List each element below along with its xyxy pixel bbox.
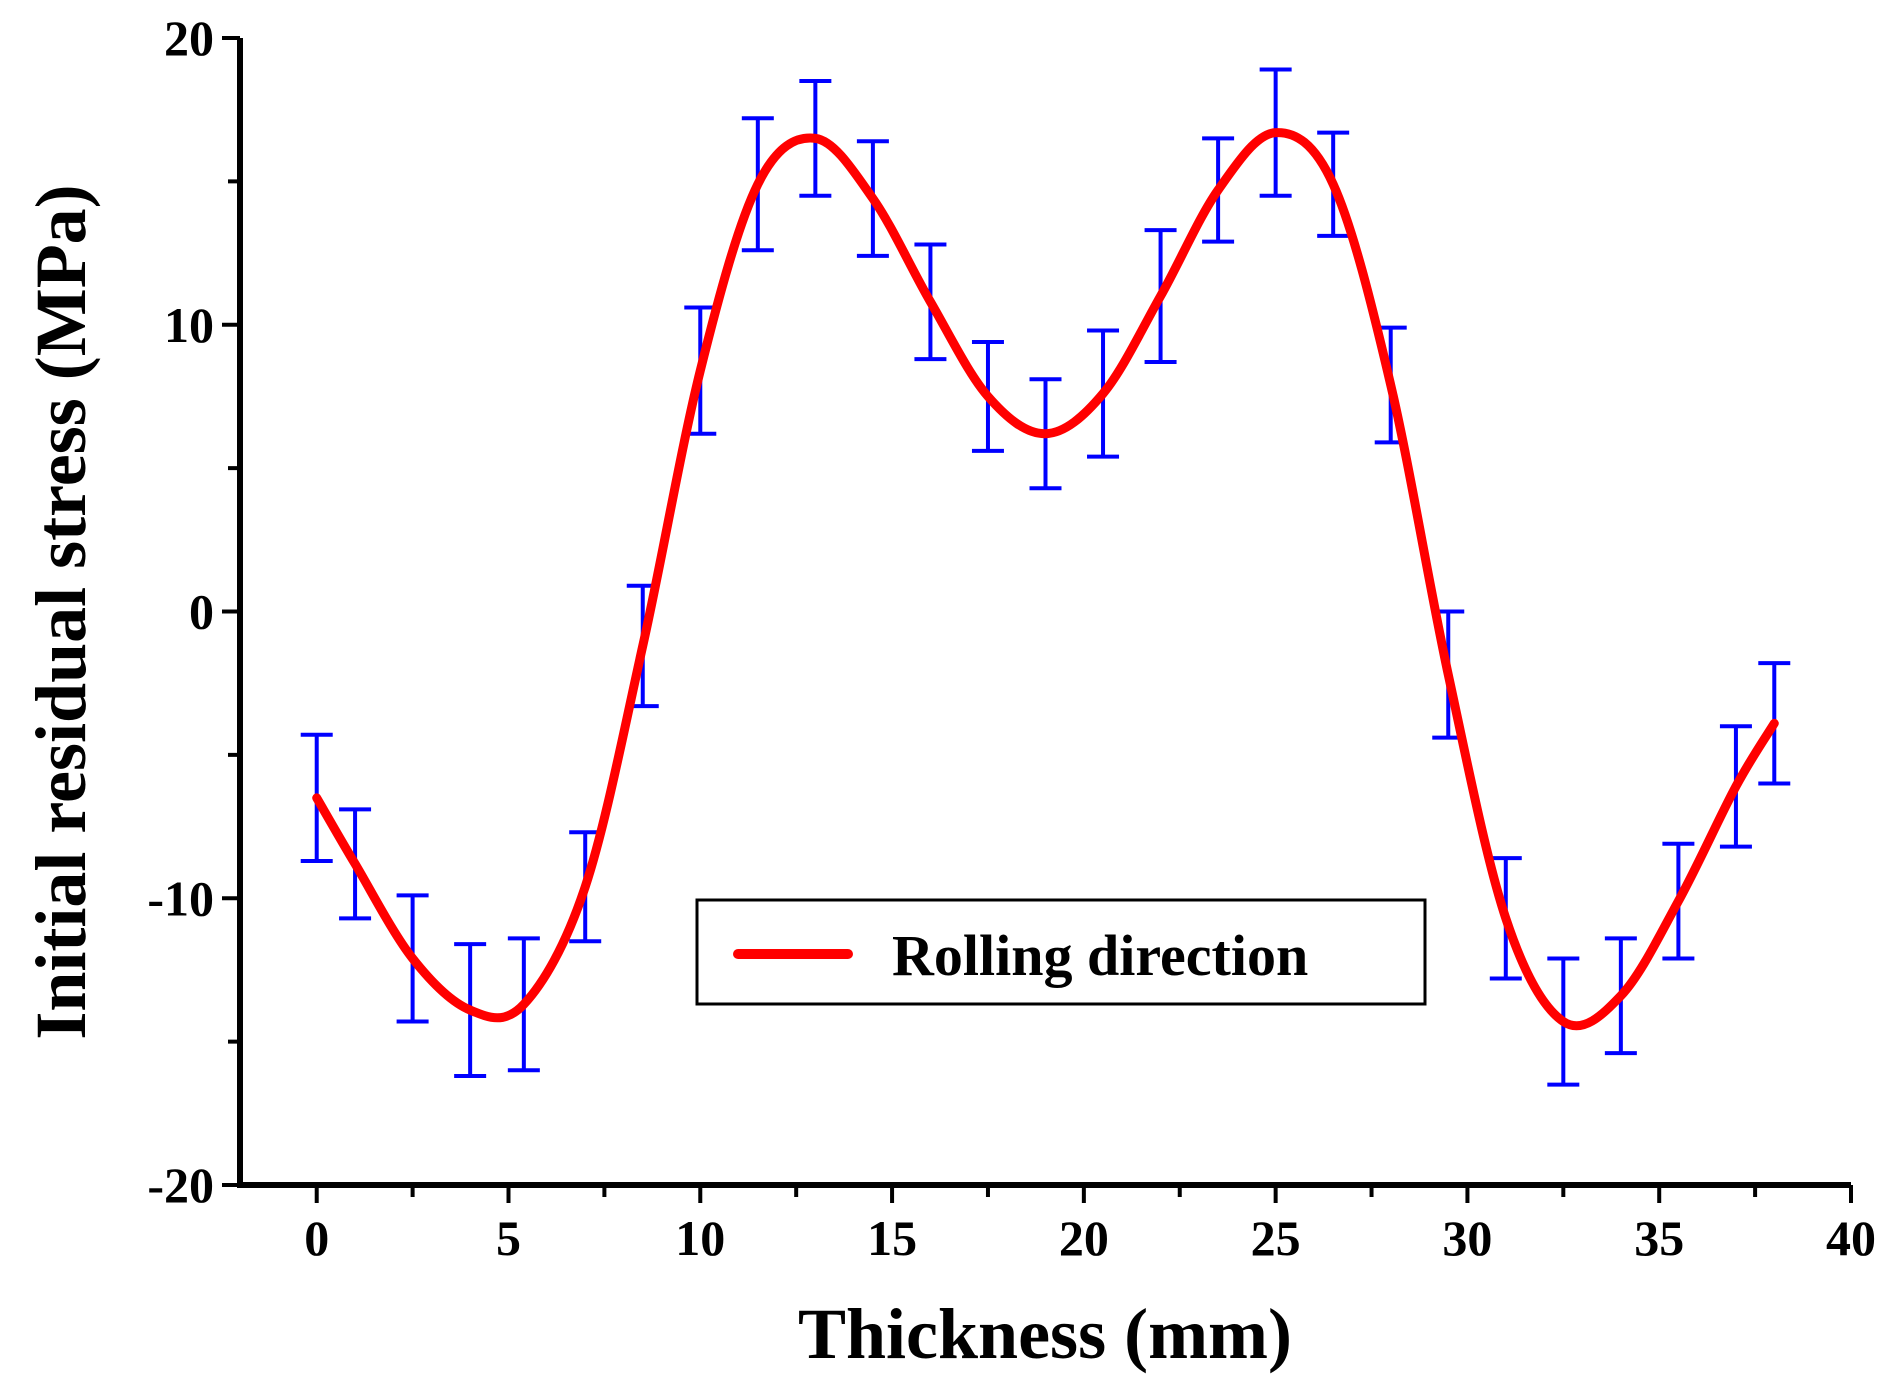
y-tick-label: -20 <box>147 1157 214 1213</box>
x-tick-label: 20 <box>1059 1210 1109 1266</box>
x-tick-label: 0 <box>304 1210 329 1266</box>
x-tick-label: 35 <box>1634 1210 1684 1266</box>
axis-ticks <box>222 36 1853 1203</box>
legend-label: Rolling direction <box>892 923 1308 988</box>
x-tick-label: 30 <box>1442 1210 1492 1266</box>
x-axis-title: Thickness (mm) <box>798 1294 1292 1374</box>
x-tick-label: 25 <box>1251 1210 1301 1266</box>
error-bars <box>300 67 1791 1087</box>
y-axis-title: Initial residual stress (MPa) <box>21 184 101 1039</box>
series-line-rolling-direction <box>312 128 1779 1031</box>
y-tick-label: -10 <box>147 870 214 926</box>
y-tick-label: 0 <box>189 584 214 640</box>
x-tick-label: 15 <box>867 1210 917 1266</box>
x-tick-label: 5 <box>496 1210 521 1266</box>
x-tick-labels: 0 5 10 15 20 25 30 35 40 <box>304 1210 1876 1266</box>
x-tick-label: 40 <box>1826 1210 1876 1266</box>
x-tick-label: 10 <box>675 1210 725 1266</box>
legend: Rolling direction <box>695 898 1427 1006</box>
y-tick-label: 10 <box>164 297 214 353</box>
y-tick-labels: -20 -10 0 10 20 <box>147 10 214 1213</box>
y-tick-label: 20 <box>164 10 214 66</box>
